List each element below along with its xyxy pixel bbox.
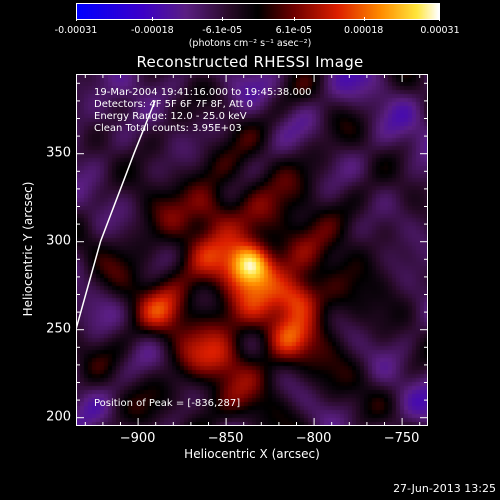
limb-line xyxy=(76,100,156,330)
x-tick-label: −800 xyxy=(295,431,332,446)
y-tick-label: 300 xyxy=(46,233,71,249)
y-tick-label: 350 xyxy=(46,145,71,161)
colorbar-tick-mark xyxy=(76,17,77,21)
colorbar-tick-mark xyxy=(439,17,440,21)
colorbar-tick-mark xyxy=(152,17,154,21)
footer-timestamp: 27-Jun-2013 13:25 xyxy=(393,482,496,495)
colorbar-tick-label: -0.00018 xyxy=(130,25,174,36)
axis-tick-marks xyxy=(76,74,428,426)
y-tick-label: 200 xyxy=(46,409,71,425)
chart-title: Reconstructed RHESSI Image xyxy=(136,53,364,71)
colorbar-tick-label: -6.1e-05 xyxy=(202,25,243,36)
annotation-time-range: 19-Mar-2004 19:41:16.000 to 19:45:38.000 xyxy=(94,87,312,98)
colorbar-units-label: (photons cm⁻² s⁻¹ asec⁻²) xyxy=(188,38,312,49)
colorbar-tick-mark xyxy=(222,17,224,21)
colorbar-tick-label: 6.1e-05 xyxy=(275,25,313,36)
y-tick-label: 250 xyxy=(46,321,71,337)
colorbar-tick-label: 0.00018 xyxy=(344,25,384,36)
annotation-method: Clean Total counts: 3.95E+03 xyxy=(94,123,242,134)
colorbar-tick-mark xyxy=(293,17,295,21)
colorbar-tick-label: -0.00031 xyxy=(54,25,98,36)
colorbar-tick-mark xyxy=(363,17,365,21)
plot-border xyxy=(76,74,428,426)
solar-limb xyxy=(76,100,156,330)
annotation-detectors: Detectors: 4F 5F 6F 7F 8F, Att 0 xyxy=(94,99,254,110)
x-tick-label: −900 xyxy=(119,431,156,446)
x-tick-label: −750 xyxy=(383,431,420,446)
heatmap-image xyxy=(76,74,428,426)
x-tick-label: −850 xyxy=(207,431,244,446)
annotation-energy: Energy Range: 12.0 - 25.0 keV xyxy=(94,111,247,122)
y-axis-label: Heliocentric Y (arcsec) xyxy=(21,181,35,317)
annotation-peak: Position of Peak = [-836,287] xyxy=(94,398,241,409)
colorbar xyxy=(76,3,440,20)
colorbar-tick-label: 0.00031 xyxy=(420,25,460,36)
x-axis-label: Heliocentric X (arcsec) xyxy=(184,447,320,461)
